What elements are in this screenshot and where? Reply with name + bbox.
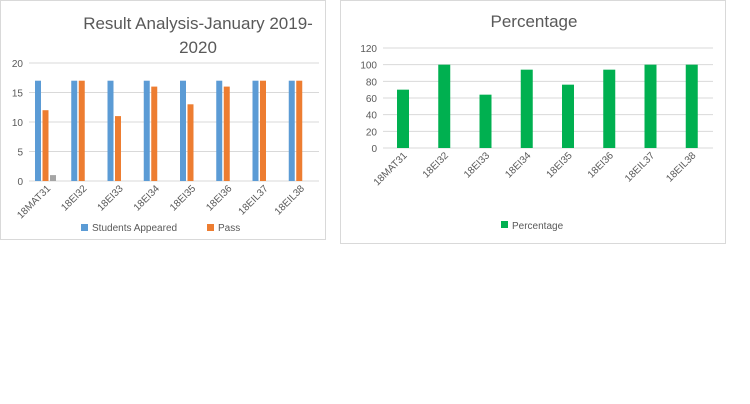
bar-pass xyxy=(115,116,121,181)
legend-swatch-students-appeared xyxy=(81,224,88,231)
x-tick-label: 18EI33 xyxy=(96,183,126,213)
x-tick-label: 18EI35 xyxy=(545,150,575,180)
x-tick-label: 18EIL37 xyxy=(623,150,657,184)
bar-pass xyxy=(78,80,85,181)
x-tick-label: 18EI34 xyxy=(503,150,533,180)
x-tick-label: 18MAT31 xyxy=(372,150,410,188)
x-tick-label: 18EI32 xyxy=(59,183,89,213)
bar-percentage xyxy=(562,84,574,148)
legend-swatch-pass xyxy=(207,224,214,231)
bar-pass xyxy=(187,104,194,181)
bar-pass xyxy=(223,86,230,181)
x-tick-label: 18EIL38 xyxy=(664,150,698,184)
bar-students-appeared xyxy=(107,80,114,181)
percentage-chart: Percentage 0 20 40 60 80 100 120 18MAT31 18EI32… xyxy=(360,12,713,232)
bar-pass xyxy=(42,110,49,181)
bar-students-appeared xyxy=(216,80,223,181)
result-analysis-chart-panel: Result Analysis-January 2019- 2020 0 5 10 1… xyxy=(0,0,326,240)
x-tick-label: 18EI36 xyxy=(586,150,616,180)
bar-students-appeared xyxy=(35,80,41,181)
y-tick-label: 0 xyxy=(371,144,377,155)
x-tick-label: 18EI35 xyxy=(168,183,198,213)
y-tick-label: 100 xyxy=(360,61,377,72)
x-tick-label: 18EI36 xyxy=(204,183,234,213)
y-tick-label: 5 xyxy=(17,148,23,159)
x-tick-label: 18EI34 xyxy=(132,183,162,213)
bar-students-appeared xyxy=(252,80,259,181)
bar-percentage xyxy=(520,69,533,148)
legend-label-percentage: Percentage xyxy=(512,221,564,232)
bar-percentage xyxy=(479,94,492,148)
bar-pass xyxy=(260,80,266,181)
result-analysis-chart: Result Analysis-January 2019- 2020 0 5 10 1… xyxy=(12,14,319,234)
bar-percentage xyxy=(603,69,616,148)
bar-students-appeared xyxy=(71,80,78,181)
bar-pass xyxy=(296,80,303,181)
y-tick-label: 80 xyxy=(366,77,378,88)
y-tick-label: 20 xyxy=(366,127,378,138)
bar-percentage xyxy=(438,64,451,148)
chart-title-line-1: Result Analysis-January 2019- xyxy=(83,14,313,33)
y-tick-label: 15 xyxy=(12,89,24,100)
x-tick-label: 18EIL37 xyxy=(237,183,271,217)
legend-label-pass: Pass xyxy=(218,223,240,234)
x-tick-label: 18EIL38 xyxy=(273,183,307,217)
bar-percentage xyxy=(644,64,657,148)
x-tick-label: 18EI33 xyxy=(462,150,492,180)
bar-students-appeared xyxy=(180,80,186,181)
y-tick-label: 20 xyxy=(12,59,24,70)
x-tick-label: 18MAT31 xyxy=(15,183,53,221)
bar-students-appeared xyxy=(143,80,150,181)
legend-swatch-percentage xyxy=(501,221,508,228)
y-tick-label: 120 xyxy=(360,44,377,55)
y-tick-label: 0 xyxy=(17,177,23,188)
x-tick-label: 18EI32 xyxy=(421,150,451,180)
percentage-chart-panel: Percentage 0 20 40 60 80 100 120 18MAT31 18EI32… xyxy=(340,0,726,244)
chart-title-line-2: 2020 xyxy=(179,38,217,57)
bar-series-2 xyxy=(50,175,56,181)
bar-pass xyxy=(151,86,158,181)
legend-label-students-appeared: Students Appeared xyxy=(92,223,177,234)
chart-title: Percentage xyxy=(491,12,578,31)
bar-percentage xyxy=(685,64,698,148)
y-tick-label: 40 xyxy=(366,111,378,122)
y-tick-label: 10 xyxy=(12,118,24,129)
y-tick-label: 60 xyxy=(366,94,378,105)
bar-students-appeared xyxy=(288,80,295,181)
bar-percentage xyxy=(397,89,409,148)
